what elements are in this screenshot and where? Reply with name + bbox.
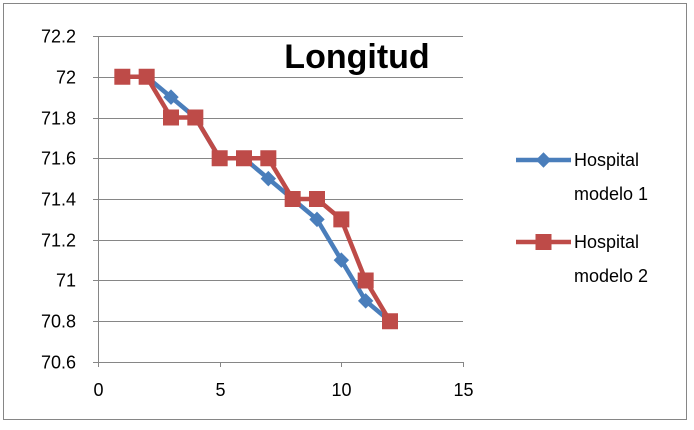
y-tick-label: 70.6 — [41, 353, 76, 373]
series-group — [114, 68, 398, 330]
legend-marker — [535, 152, 552, 168]
series-2-point — [382, 313, 398, 330]
y-tick-label: 72.2 — [41, 27, 76, 47]
series-1-point — [163, 89, 179, 105]
series-2-point — [333, 211, 350, 228]
x-tick-label: 5 — [215, 380, 225, 400]
series-1-point — [260, 170, 277, 187]
y-tick-label: 72 — [56, 68, 76, 88]
y-tick-label: 71.6 — [41, 149, 76, 169]
chart-title: Longitud — [284, 38, 429, 76]
axes: 70.6 70.8 71 71.2 71.4 71.6 71.8 72 72.2 0 5 10 15 — [41, 27, 474, 401]
series-1-point — [309, 211, 325, 228]
series-2-point — [236, 150, 252, 167]
legend-entry-1: Hospital modelo 1 — [516, 150, 648, 204]
series-2-point — [357, 272, 374, 289]
y-tick-label: 71.8 — [41, 109, 76, 129]
legend-marker — [535, 234, 552, 250]
legend-entry-2: Hospital modelo 2 — [516, 232, 648, 286]
series-2-point — [309, 191, 325, 207]
series-2-point — [114, 68, 131, 85]
series-2 — [114, 68, 398, 330]
legend-label: modelo 2 — [574, 266, 648, 286]
y-tick-label: 70.8 — [41, 312, 76, 332]
series-2-point — [284, 191, 301, 207]
series-2-point — [211, 150, 228, 167]
series-2-point — [163, 109, 179, 126]
series-1-point — [333, 252, 350, 268]
x-tick-label: 10 — [331, 380, 351, 400]
y-tick-label: 71 — [56, 271, 76, 291]
series-2-point — [138, 68, 155, 85]
legend-label: modelo 1 — [574, 184, 648, 204]
x-tick-label: 15 — [453, 380, 473, 400]
series-1-point — [357, 293, 374, 309]
series-2-point — [187, 109, 204, 126]
y-tick-label: 71.2 — [41, 231, 76, 251]
legend-label: Hospital — [574, 150, 639, 170]
legend: Hospital modelo 1 Hospital modelo 2 — [516, 150, 648, 286]
gridlines — [98, 36, 463, 322]
y-tick-label: 71.4 — [41, 190, 76, 210]
legend-label: Hospital — [574, 232, 639, 252]
x-tick-label: 0 — [93, 380, 103, 400]
series-2-point — [260, 150, 277, 167]
